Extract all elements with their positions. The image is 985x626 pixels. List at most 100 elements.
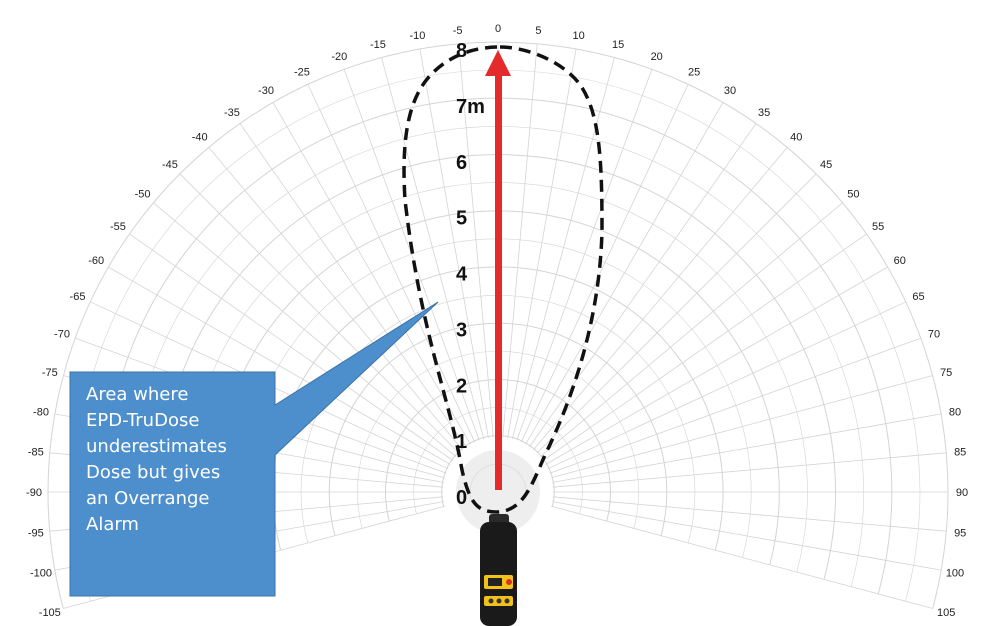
grid-spoke [343,68,480,441]
dosimeter-device [480,514,517,626]
angle-label-left: -95 [28,527,44,539]
arrow-shaft [495,72,502,490]
angle-label-left: -35 [224,107,240,119]
distance-label: 8 [456,40,467,62]
angle-label-left: -100 [30,568,52,580]
angle-label-left: -90 [26,487,42,499]
grid-spoke [307,84,476,443]
grid-spoke [539,202,843,457]
angle-label-right: 45 [820,159,832,171]
angle-label-right: 50 [847,189,859,201]
direction-arrow [485,50,511,490]
callout-line-5: an Overrange [86,488,210,509]
grid-spoke [511,57,615,440]
angle-label-right: 10 [572,30,584,42]
angle-label-right: 75 [940,367,952,379]
angle-label-right: 85 [954,447,966,459]
angle-label-right: 30 [724,85,736,97]
grid-spoke [552,496,947,532]
grid-spoke [525,102,724,445]
angle-label-right: 40 [790,132,802,144]
angle-label-right: 65 [912,291,924,303]
distance-label: 0 [456,487,467,509]
distance-labels: 0 1 2 3 4 5 6 7m 8 [456,40,485,509]
device-button-2 [496,598,502,604]
angle-label-left: -5 [453,25,463,37]
grid-spoke [549,337,922,474]
grid-spoke [550,375,933,479]
angle-label-left: -70 [54,328,70,340]
arrow-head [485,50,511,76]
device-button-3 [504,598,510,604]
grid-spoke [507,48,577,438]
angle-label-right: 70 [928,328,940,340]
device-red-button [506,579,512,585]
grid-spoke [536,173,817,454]
angle-label-left: -10 [409,30,425,42]
grid-spoke [552,501,942,571]
callout-line-2: EPD-TruDose [86,410,200,431]
distance-label: 4 [456,264,468,286]
angle-label-right: 95 [954,527,966,539]
angle-label-left: -75 [42,367,58,379]
grid-spoke [552,413,942,483]
grid-spoke [419,48,489,438]
angle-labels: 0 -5 -10 -15 -20 -25 -30 -35 -40 -45 -50 -55 -60 -65 -… [26,23,968,619]
grid-spoke [239,123,467,448]
grid-spoke [552,452,947,488]
angle-label-left: -15 [370,39,386,51]
angle-label-right: 20 [651,51,663,63]
grid-spoke [533,147,788,451]
angle-label-left: -80 [33,406,49,418]
angle-label-left: -65 [70,291,86,303]
grid-spoke [129,233,454,461]
grid-spoke [208,147,463,451]
angle-label-right: 15 [612,39,624,51]
callout-line-4: Dose but gives [86,462,221,483]
callout-line-1: Area where [86,384,189,405]
angle-label-left: -20 [331,51,347,63]
grid-spoke [516,68,653,441]
grid-spoke [272,102,471,445]
callout-text: Area where EPD-TruDose underestimates Do… [70,372,275,596]
grid-spoke [458,43,494,438]
angle-label-right: 105 [937,607,955,619]
distance-label: 3 [456,319,467,341]
grid-spoke [153,202,457,457]
angle-label-right: 60 [894,255,906,267]
grid-spoke [547,301,906,470]
grid-spoke [542,233,867,461]
device-button-1 [488,598,494,604]
center-disc [456,450,540,534]
grid-spoke [381,57,485,440]
callout-box [69,301,439,597]
angle-label-left: -40 [192,132,208,144]
distance-label: 6 [456,152,467,174]
angle-label-right: 80 [949,406,961,418]
grid-spoke [550,505,933,609]
angle-label-left: -60 [88,255,104,267]
distance-label: 7m [456,96,485,118]
angle-label-0: 0 [495,23,501,35]
distance-label: 2 [456,375,467,397]
distance-label: 1 [456,431,467,453]
angle-label-left: -45 [162,159,178,171]
angle-label-right: 90 [956,487,968,499]
grid-spoke [529,123,757,448]
distance-label: 5 [456,208,467,230]
angle-label-right: 100 [946,568,964,580]
angle-label-right: 25 [688,67,700,79]
angle-label-left: -25 [294,67,310,79]
angle-label-left: -30 [258,85,274,97]
callout-line-3: underestimates [86,436,227,457]
grid-spoke [179,173,460,454]
angle-label-left: -105 [39,607,61,619]
grid-spoke [545,266,888,465]
angle-label-right: 35 [758,107,770,119]
device-body [480,522,517,626]
device-display-screen [488,578,502,586]
angle-label-right: 55 [872,221,884,233]
grid-spoke [502,43,538,438]
